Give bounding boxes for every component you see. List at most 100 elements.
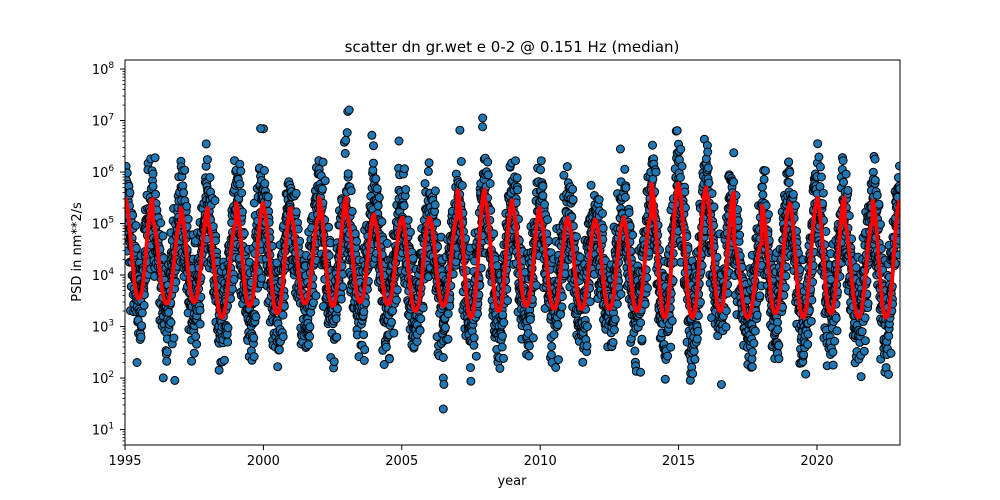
scatter-point xyxy=(578,357,588,367)
scatter-point xyxy=(651,167,661,177)
scatter-point xyxy=(559,170,569,180)
scatter-point xyxy=(747,362,757,372)
scatter-point xyxy=(401,185,411,194)
scatter-point xyxy=(609,325,619,335)
scatter-point xyxy=(636,318,646,328)
scatter-point xyxy=(839,177,848,187)
scatter-point xyxy=(400,164,409,174)
scatter-point xyxy=(205,173,215,182)
scatter-point xyxy=(278,332,288,342)
scatter-point xyxy=(195,319,205,329)
scatter-point xyxy=(872,190,882,200)
scatter-point xyxy=(774,354,784,364)
scatter-point xyxy=(189,348,199,358)
scatter-point xyxy=(818,188,828,198)
scatter-point xyxy=(806,316,816,326)
scatter-point xyxy=(443,309,453,319)
scatter-point xyxy=(628,230,638,240)
scatter-point xyxy=(857,327,867,337)
scatter-point xyxy=(131,221,141,230)
scatter-point xyxy=(440,323,450,332)
scatter-point xyxy=(755,291,765,301)
scatter-point xyxy=(166,318,176,327)
scatter-point xyxy=(642,283,652,293)
scatter-point xyxy=(478,113,488,123)
scatter-point xyxy=(137,321,147,331)
scatter-point xyxy=(546,350,556,360)
scatter-point xyxy=(620,164,630,174)
scatter-point xyxy=(636,367,646,377)
scatter-point xyxy=(884,331,894,341)
scatter-point xyxy=(466,376,476,386)
scatter-point xyxy=(547,341,557,351)
scatter-point xyxy=(886,348,896,358)
scatter-point xyxy=(841,169,851,179)
outlier-point xyxy=(439,379,449,389)
chart-title: scatter dn gr.wet e 0-2 @ 0.151 Hz (medi… xyxy=(345,38,680,56)
scatter-point xyxy=(495,363,505,373)
scatter-point xyxy=(151,189,161,199)
scatter-point xyxy=(553,320,563,330)
scatter-point xyxy=(377,217,387,227)
scatter-point xyxy=(884,369,893,379)
scatter-point xyxy=(371,174,381,184)
scatter-point xyxy=(162,356,172,366)
scatter-point xyxy=(158,231,168,241)
scatter-point xyxy=(374,193,384,202)
scatter-point xyxy=(385,354,394,364)
scatter-point xyxy=(456,157,466,166)
scatter-point xyxy=(466,363,475,373)
scatter-point xyxy=(469,340,479,350)
scatter-point xyxy=(443,334,453,344)
scatter-point xyxy=(863,299,873,308)
scatter-point xyxy=(257,273,267,283)
scatter-point xyxy=(478,122,488,132)
scatter-point xyxy=(870,175,880,185)
scatter-point xyxy=(758,190,768,200)
scatter-point xyxy=(801,369,811,379)
outlier-point xyxy=(344,105,354,115)
scatter-point xyxy=(260,179,270,188)
scatter-point xyxy=(331,314,341,324)
scatter-point xyxy=(729,177,739,187)
scatter-point xyxy=(340,148,350,158)
scatter-point xyxy=(381,342,391,352)
scatter-point xyxy=(749,338,759,348)
outlier-point xyxy=(615,144,625,154)
scatter-point xyxy=(757,182,767,192)
scatter-point xyxy=(180,165,190,175)
scatter-point xyxy=(856,372,866,382)
scatter-point xyxy=(136,332,146,342)
scatter-point xyxy=(497,342,507,352)
scatter-point xyxy=(210,196,220,206)
scatter-point xyxy=(387,317,396,327)
x-tick-label: 2015 xyxy=(662,454,695,469)
scatter-point xyxy=(399,201,409,211)
scatter-point xyxy=(125,168,132,178)
scatter-point xyxy=(843,185,853,195)
scatter-point xyxy=(813,139,823,149)
scatter-point xyxy=(608,337,618,347)
scatter-point xyxy=(274,345,284,355)
scatter-point xyxy=(338,282,348,292)
scatter-point xyxy=(359,356,369,365)
scatter-point xyxy=(305,331,315,341)
scatter-point xyxy=(273,362,283,372)
scatter-point xyxy=(317,184,327,194)
scatter-point xyxy=(556,309,566,319)
scatter-point xyxy=(347,206,357,216)
scatter-point xyxy=(773,325,783,335)
scatter-point xyxy=(594,195,604,205)
scatter-point xyxy=(815,162,825,172)
scatter-point xyxy=(788,189,798,199)
scatter-point xyxy=(137,308,147,318)
scatter-point xyxy=(784,178,794,188)
scatter-point xyxy=(692,334,702,344)
scatter-point xyxy=(585,297,595,307)
scatter-point xyxy=(164,307,174,317)
scatter-point xyxy=(311,291,321,301)
scatter-point xyxy=(621,183,631,193)
scatter-point xyxy=(616,289,626,299)
outlier-point xyxy=(394,136,404,146)
scatter-point xyxy=(191,332,201,341)
